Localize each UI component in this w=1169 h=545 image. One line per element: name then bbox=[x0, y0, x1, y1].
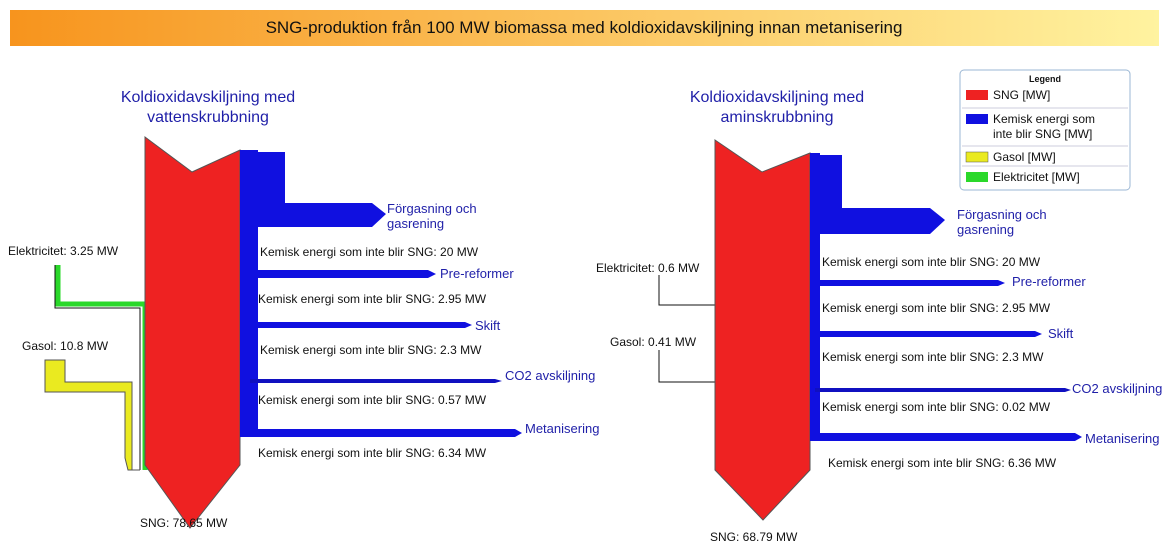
output-name: gasrening bbox=[957, 222, 1014, 237]
header-bar bbox=[10, 10, 1159, 46]
output-name: Pre-reformer bbox=[440, 266, 514, 281]
output-label: Kemisk energi som inte blir SNG: 0.57 MW bbox=[258, 393, 487, 407]
output-name: Pre-reformer bbox=[1012, 274, 1086, 289]
output-label: Kemisk energi som inte blir SNG: 20 MW bbox=[260, 245, 479, 259]
total-label: SNG: 68.79 MW bbox=[710, 530, 798, 544]
output-label: Kemisk energi som inte blir SNG: 0.02 MW bbox=[822, 400, 1051, 414]
output-label: Kemisk energi som inte blir SNG: 2.3 MW bbox=[822, 350, 1044, 364]
legend bbox=[959, 69, 1131, 191]
legend-item: inte blir SNG [MW] bbox=[993, 127, 1092, 141]
input-label: Elektricitet: 0.6 MW bbox=[596, 261, 700, 275]
diagram-title: vattenskrubbning bbox=[147, 109, 269, 126]
output-label: Kemisk energi som inte blir SNG: 20 MW bbox=[822, 255, 1041, 269]
legend-item: Gasol [MW] bbox=[993, 150, 1056, 164]
header-title: SNG-produktion från 100 MW biomassa med … bbox=[266, 18, 903, 37]
input-label: Gasol: 0.41 MW bbox=[610, 335, 697, 349]
output-label: Kemisk energi som inte blir SNG: 6.36 MW bbox=[828, 456, 1057, 470]
legend-title: Legend bbox=[1029, 74, 1061, 84]
output-label: Kemisk energi som inte blir SNG: 2.95 MW bbox=[258, 292, 487, 306]
output-name: Skift bbox=[1048, 326, 1074, 341]
legend-item: SNG [MW] bbox=[993, 88, 1050, 102]
output-label: Kemisk energi som inte blir SNG: 2.3 MW bbox=[260, 343, 482, 357]
diagram-title: aminskrubbning bbox=[721, 109, 834, 126]
output-name: Förgasning och bbox=[387, 201, 477, 216]
input-label: Gasol: 10.8 MW bbox=[22, 339, 109, 353]
input-label: Elektricitet: 3.25 MW bbox=[8, 244, 119, 258]
diagram-title: Koldioxidavskiljning med bbox=[121, 89, 295, 106]
output-name: gasrening bbox=[387, 216, 444, 231]
output-name: Skift bbox=[475, 318, 501, 333]
output-name: CO2 avskiljning bbox=[1072, 381, 1162, 396]
legend-item: Elektricitet [MW] bbox=[993, 170, 1080, 184]
sankey-right bbox=[658, 139, 1082, 521]
diagram-title: Koldioxidavskiljning med bbox=[690, 89, 864, 106]
output-name: Förgasning och bbox=[957, 207, 1047, 222]
output-label: Kemisk energi som inte blir SNG: 6.34 MW bbox=[258, 446, 487, 460]
output-name: Metanisering bbox=[525, 421, 599, 436]
output-name: CO2 avskiljning bbox=[505, 368, 595, 383]
sankey-left bbox=[44, 136, 522, 529]
legend-item: Kemisk energi som bbox=[993, 112, 1095, 126]
output-name: Metanisering bbox=[1085, 431, 1159, 446]
output-label: Kemisk energi som inte blir SNG: 2.95 MW bbox=[822, 301, 1051, 315]
total-label: SNG: 78.65 MW bbox=[140, 516, 228, 530]
